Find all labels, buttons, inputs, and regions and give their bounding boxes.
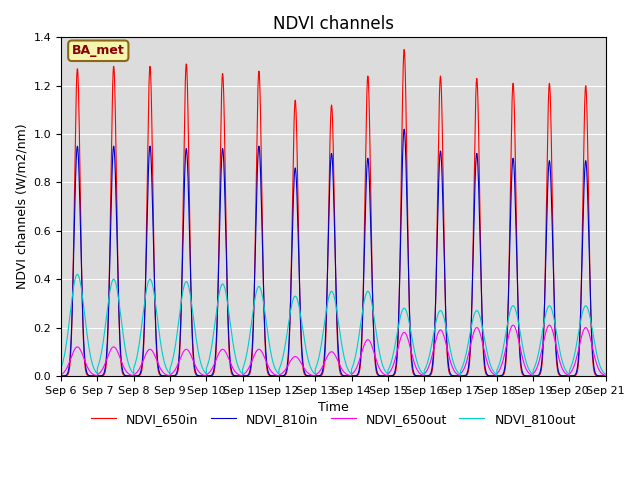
NDVI_810in [409,363,417,369]
NDVI_650out [261,356,269,361]
NDVI_810out [57,365,65,371]
NDVI_810out [486,360,493,366]
Text: BA_met: BA_met [72,44,125,57]
NDVI_650out [600,372,607,378]
NDVI_650out [57,372,65,378]
NDVI_810out [174,327,182,333]
NDVI_810in [57,373,65,379]
NDVI_810in [400,126,408,132]
NDVI_810in [486,373,493,379]
NDVI_650in [173,370,181,375]
NDVI_650out [486,366,493,372]
NDVI_810out [602,373,609,379]
NDVI_810out [409,338,417,344]
NDVI_650in [400,47,408,52]
NDVI_650out [545,322,553,328]
NDVI_650in [600,373,607,379]
NDVI_650out [408,353,416,359]
Line: NDVI_650out: NDVI_650out [61,325,605,376]
Line: NDVI_810in: NDVI_810in [61,129,605,376]
Title: NDVI channels: NDVI channels [273,15,394,33]
X-axis label: Time: Time [318,401,349,414]
NDVI_650in [486,373,493,379]
NDVI_810out [261,310,269,315]
NDVI_810in [168,373,175,379]
NDVI_810out [168,360,176,366]
NDVI_650in [602,373,609,379]
NDVI_650out [602,373,609,379]
Y-axis label: NDVI channels (W/m2/nm): NDVI channels (W/m2/nm) [15,124,28,289]
NDVI_810in [173,367,181,372]
NDVI_650in [57,373,65,379]
NDVI_650in [409,368,417,373]
Line: NDVI_810out: NDVI_810out [61,275,605,376]
NDVI_650out [168,371,175,376]
NDVI_810out [600,370,607,376]
NDVI_650in [261,336,269,342]
NDVI_810in [602,373,609,379]
NDVI_810in [600,373,607,379]
Line: NDVI_650in: NDVI_650in [61,49,605,376]
NDVI_810in [261,330,269,336]
NDVI_650in [168,373,175,379]
NDVI_650out [173,362,181,368]
NDVI_810out [74,272,81,277]
Legend: NDVI_650in, NDVI_810in, NDVI_650out, NDVI_810out: NDVI_650in, NDVI_810in, NDVI_650out, NDV… [86,408,581,431]
